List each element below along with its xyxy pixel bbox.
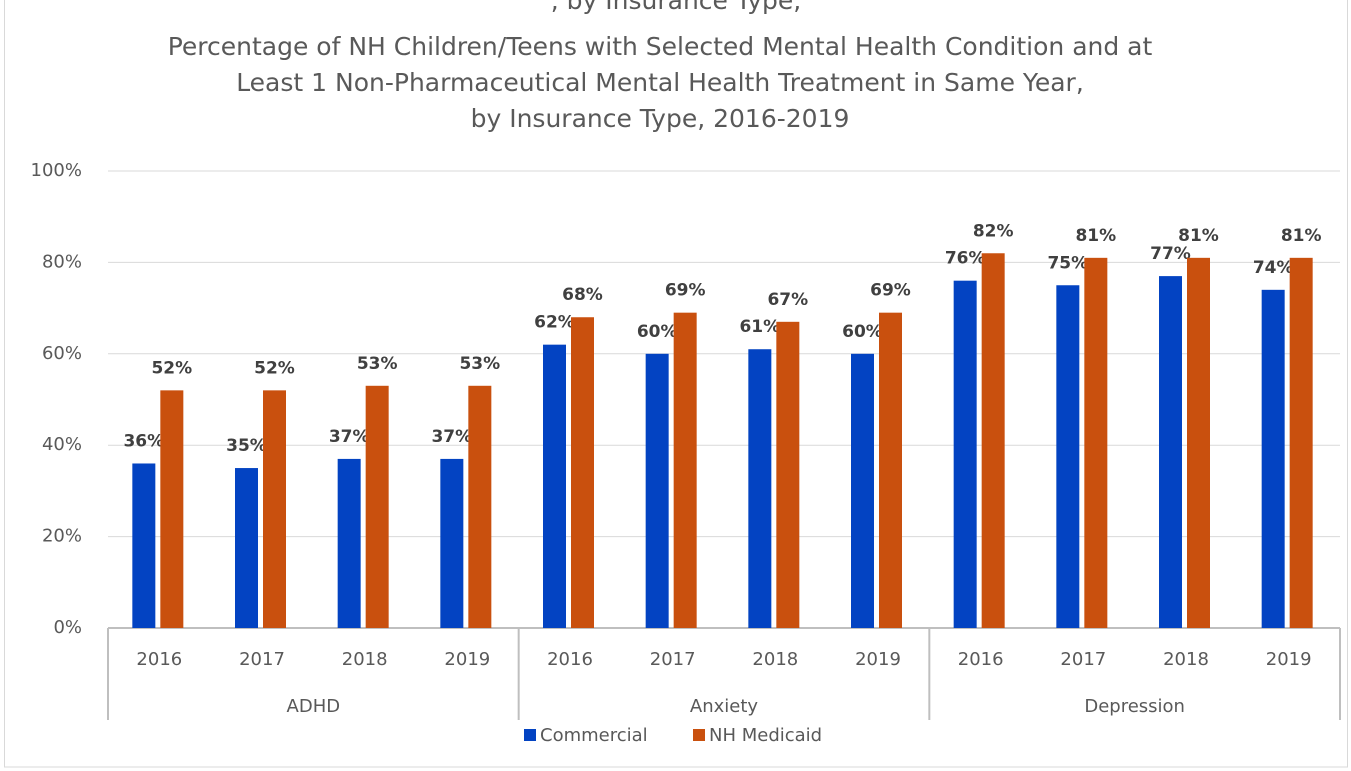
data-label: 74% bbox=[1253, 258, 1294, 278]
bar bbox=[953, 280, 977, 628]
data-label: 60% bbox=[842, 322, 883, 342]
x-tick-label: 2017 bbox=[650, 649, 696, 670]
x-tick-label: 2018 bbox=[1163, 649, 1209, 670]
bar bbox=[468, 385, 492, 628]
group-label: Anxiety bbox=[690, 696, 759, 717]
x-tick-label: 2019 bbox=[444, 649, 490, 670]
bar bbox=[365, 385, 389, 628]
data-label: 82% bbox=[973, 221, 1014, 241]
data-label: 35% bbox=[226, 436, 267, 456]
data-label: 37% bbox=[329, 427, 370, 447]
bar bbox=[543, 344, 566, 628]
data-label: 69% bbox=[870, 281, 911, 301]
group-label: ADHD bbox=[287, 696, 341, 717]
data-label: 67% bbox=[767, 290, 808, 310]
data-label: 81% bbox=[1281, 226, 1322, 246]
bar bbox=[440, 458, 464, 628]
data-label: 52% bbox=[151, 358, 192, 378]
bar bbox=[263, 390, 286, 628]
data-label: 69% bbox=[665, 281, 706, 301]
data-label: 60% bbox=[637, 322, 678, 342]
bar bbox=[337, 458, 361, 628]
data-label: 75% bbox=[1047, 253, 1088, 273]
chart-frame bbox=[4, 0, 1348, 768]
bar bbox=[1289, 257, 1313, 628]
bar bbox=[160, 390, 184, 628]
bar bbox=[776, 321, 800, 628]
data-label: 77% bbox=[1150, 244, 1191, 264]
data-label: 61% bbox=[739, 317, 780, 337]
bar bbox=[645, 353, 669, 628]
bar bbox=[235, 468, 258, 628]
data-label: 81% bbox=[1178, 226, 1219, 246]
data-label: 62% bbox=[534, 313, 575, 333]
y-tick-label: 60% bbox=[42, 343, 82, 364]
bar bbox=[981, 253, 1005, 628]
x-tick-label: 2019 bbox=[855, 649, 901, 670]
chart-title: by Insurance Type, 2016-2019 bbox=[471, 104, 850, 133]
x-tick-label: 2018 bbox=[342, 649, 388, 670]
bar bbox=[1159, 276, 1182, 628]
legend-swatch bbox=[524, 729, 536, 741]
bar bbox=[879, 312, 902, 628]
bar bbox=[571, 317, 594, 628]
legend-label: NH Medicaid bbox=[709, 725, 822, 746]
legend-label: Commercial bbox=[540, 725, 648, 746]
bar bbox=[1261, 289, 1285, 628]
chart-title: Percentage of NH Children/Teens with Sel… bbox=[168, 32, 1153, 61]
y-tick-label: 20% bbox=[42, 526, 82, 547]
bar bbox=[1056, 285, 1080, 628]
bar bbox=[1084, 257, 1108, 628]
y-tick-label: 40% bbox=[42, 434, 82, 455]
cropped-title: , by Insurance Type, bbox=[551, 0, 801, 15]
data-label: 53% bbox=[357, 354, 398, 374]
x-tick-label: 2016 bbox=[958, 649, 1004, 670]
y-tick-label: 100% bbox=[31, 160, 82, 181]
data-label: 76% bbox=[945, 249, 986, 269]
data-label: 68% bbox=[562, 285, 603, 305]
x-tick-label: 2016 bbox=[547, 649, 593, 670]
data-label: 53% bbox=[459, 354, 500, 374]
chart-title: Least 1 Non-Pharmaceutical Mental Health… bbox=[236, 68, 1084, 97]
x-tick-label: 2018 bbox=[752, 649, 798, 670]
data-label: 81% bbox=[1075, 226, 1116, 246]
bar bbox=[1187, 257, 1210, 628]
data-label: 37% bbox=[431, 427, 472, 447]
group-label: Depression bbox=[1084, 696, 1185, 717]
bar bbox=[851, 353, 874, 628]
y-tick-label: 0% bbox=[53, 617, 82, 638]
legend-swatch bbox=[693, 729, 705, 741]
bar bbox=[748, 349, 772, 628]
data-label: 52% bbox=[254, 358, 295, 378]
data-label: 36% bbox=[123, 431, 164, 451]
bar bbox=[673, 312, 697, 628]
x-tick-label: 2017 bbox=[1060, 649, 1106, 670]
x-tick-label: 2019 bbox=[1266, 649, 1312, 670]
y-tick-label: 80% bbox=[42, 251, 82, 272]
x-tick-label: 2017 bbox=[239, 649, 285, 670]
bar bbox=[132, 463, 156, 628]
x-tick-label: 2016 bbox=[136, 649, 182, 670]
